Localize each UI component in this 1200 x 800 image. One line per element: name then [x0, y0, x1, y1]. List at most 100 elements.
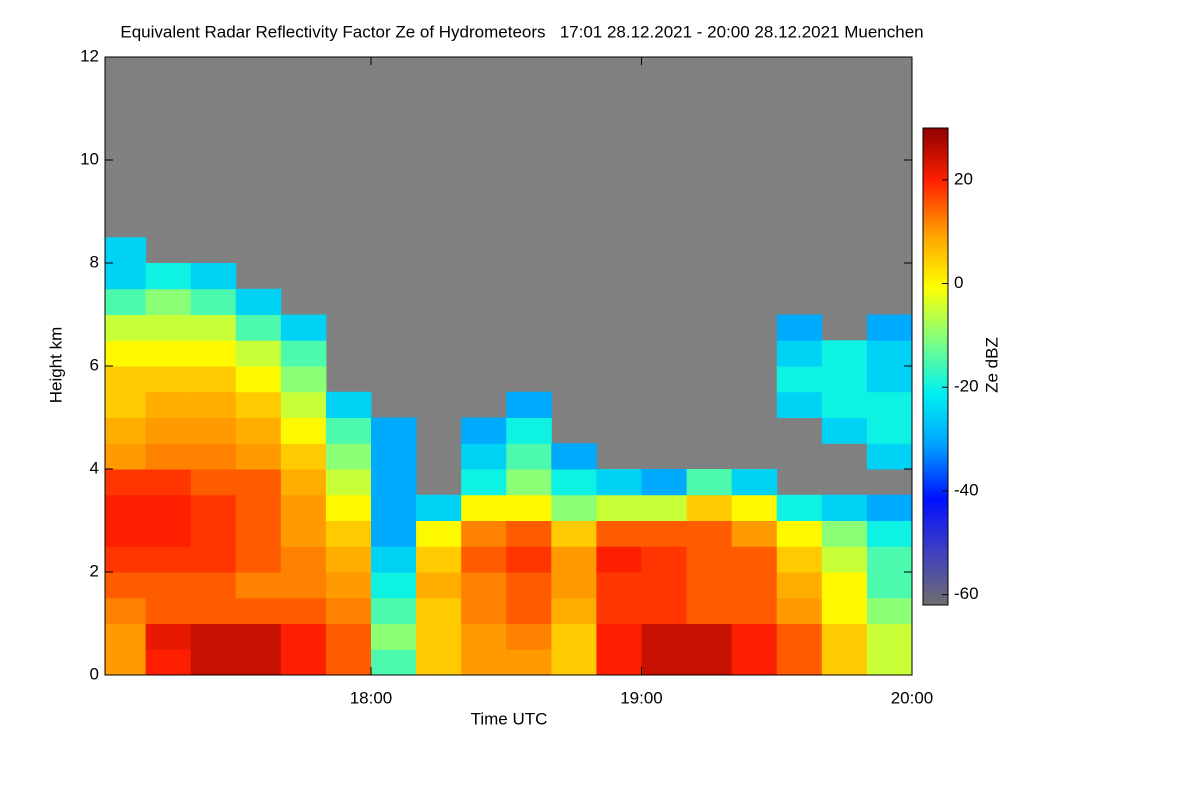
heatmap-cell — [551, 494, 597, 521]
heatmap-cell — [461, 494, 507, 521]
heatmap-cell — [506, 649, 552, 676]
heatmap-cell — [506, 520, 552, 547]
heatmap-cell — [105, 263, 147, 290]
colorbar-tick-label: 0 — [954, 273, 963, 292]
heatmap-cell — [370, 494, 417, 521]
chart-title: Equivalent Radar Reflectivity Factor Ze … — [120, 22, 923, 41]
heatmap-cell — [145, 469, 192, 496]
heatmap-cell — [551, 443, 597, 470]
heatmap-cell — [506, 572, 552, 599]
heatmap-cell — [641, 469, 688, 496]
heatmap-cell — [821, 520, 868, 547]
heatmap-cell — [416, 649, 462, 676]
heatmap-cell — [280, 366, 327, 393]
heatmap-cell — [641, 494, 688, 521]
heatmap-cell — [145, 623, 192, 650]
x-axis-label: Time UTC — [471, 709, 548, 728]
heatmap-cell — [416, 546, 462, 573]
heatmap-cell — [596, 649, 642, 676]
heatmap-cell — [776, 314, 823, 341]
heatmap-cell — [325, 494, 372, 521]
colorbar — [922, 127, 949, 606]
heatmap-cell — [190, 391, 237, 418]
heatmap-cell — [461, 623, 507, 650]
heatmap-cell — [190, 520, 237, 547]
heatmap-cell — [416, 623, 462, 650]
heatmap-cell — [731, 597, 778, 624]
heatmap-cell — [731, 520, 778, 547]
heatmap-cell — [731, 494, 778, 521]
heatmap-cell — [280, 572, 327, 599]
heatmap-cell — [145, 649, 192, 676]
y-tick-label: 2 — [90, 561, 99, 580]
heatmap-cell — [235, 340, 282, 367]
heatmap-cell — [596, 494, 642, 521]
heatmap-cell — [866, 391, 913, 418]
heatmap-cell — [280, 469, 327, 496]
heatmap-cell — [686, 572, 733, 599]
heatmap-cell — [866, 623, 913, 650]
heatmap-cell — [105, 546, 147, 573]
heatmap-cell — [506, 623, 552, 650]
heatmap-cell — [235, 417, 282, 444]
heatmap-cell — [190, 263, 237, 290]
heatmap-cell — [776, 623, 823, 650]
heatmap-cell — [145, 546, 192, 573]
colorbar-tick-label: -60 — [954, 584, 979, 603]
heatmap-cell — [325, 443, 372, 470]
heatmap-cell — [686, 520, 733, 547]
heatmap-cell — [145, 366, 192, 393]
heatmap-cell — [190, 366, 237, 393]
heatmap-cell — [190, 494, 237, 521]
heatmap-cell — [325, 417, 372, 444]
heatmap-cell — [190, 546, 237, 573]
heatmap-cell — [641, 649, 688, 676]
heatmap-cell — [105, 649, 147, 676]
heatmap-cell — [866, 546, 913, 573]
heatmap-cell — [190, 417, 237, 444]
heatmap-cell — [235, 469, 282, 496]
heatmap-cell — [235, 623, 282, 650]
heatmap-cell — [190, 314, 237, 341]
y-tick-label: 0 — [90, 664, 99, 683]
heatmap-cell — [280, 649, 327, 676]
y-tick-label: 6 — [90, 355, 99, 374]
colorbar-tick-label: -40 — [954, 480, 979, 499]
heatmap-cell — [461, 649, 507, 676]
heatmap-cell — [235, 288, 282, 315]
heatmap-cell — [370, 623, 417, 650]
heatmap-cell — [105, 572, 147, 599]
heatmap-cell — [105, 417, 147, 444]
heatmap-cell — [325, 520, 372, 547]
heatmap-cell — [821, 623, 868, 650]
heatmap-cell — [686, 469, 733, 496]
heatmap-cell — [370, 649, 417, 676]
heatmap-cell — [280, 443, 327, 470]
heatmap-cell — [105, 623, 147, 650]
heatmap-cell — [551, 623, 597, 650]
y-tick-label: 8 — [90, 252, 99, 271]
heatmap-cell — [235, 597, 282, 624]
heatmap-cell — [416, 520, 462, 547]
heatmap-cell — [325, 623, 372, 650]
heatmap-cell — [551, 520, 597, 547]
heatmap-cell — [105, 469, 147, 496]
colorbar-label: Ze dBZ — [982, 337, 1001, 393]
heatmap-cell — [280, 340, 327, 367]
heatmap-cell — [641, 572, 688, 599]
heatmap-cell — [596, 546, 642, 573]
heatmap-cell — [145, 494, 192, 521]
heatmap-cell — [145, 391, 192, 418]
heatmap-cell — [776, 546, 823, 573]
heatmap-cell — [506, 417, 552, 444]
heatmap-cell — [686, 546, 733, 573]
heatmap-cell — [461, 417, 507, 444]
heatmap-cell — [235, 366, 282, 393]
heatmap-cell — [416, 494, 462, 521]
heatmap-cell — [416, 572, 462, 599]
heatmap-cell — [866, 314, 913, 341]
x-tick-label: 18:00 — [350, 688, 393, 707]
heatmap-cell — [190, 443, 237, 470]
